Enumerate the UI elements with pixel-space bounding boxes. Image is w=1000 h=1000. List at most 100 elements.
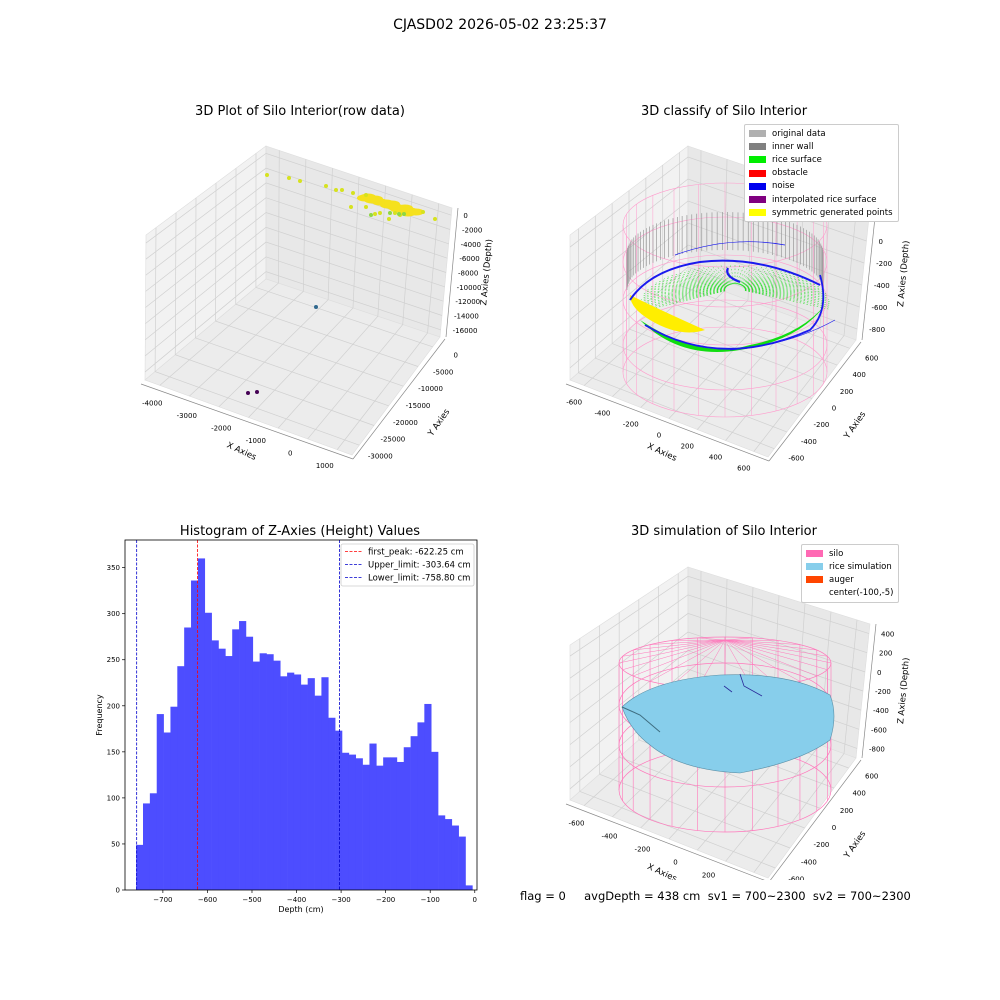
scatter-point — [373, 212, 377, 216]
histogram-title: Histogram of Z-Axies (Height) Values — [179, 524, 421, 539]
classify-3d-plot: -600-400-20002004006006004002000-200-400… — [565, 145, 912, 473]
rice-surface-streak — [744, 289, 830, 304]
y-gridline — [248, 176, 360, 418]
rice-surface-streak — [661, 279, 728, 287]
x-gridline — [578, 228, 775, 449]
silo-roof-rib — [724, 639, 801, 682]
x-tick-label: −400 — [287, 896, 306, 904]
rice-surface-streak — [740, 271, 789, 286]
rice-surface-streak — [744, 290, 830, 308]
y-tick-label: -10000 — [418, 385, 443, 393]
histogram-bar — [362, 764, 370, 890]
y-tick-label: 0 — [453, 351, 457, 359]
legend-swatch — [806, 550, 823, 558]
legend-label: original data — [772, 128, 826, 139]
histogram-chart: −700 −600 −500 −400 −300 −200 −100 0 0 50 100 150 20… — [95, 539, 478, 914]
rice-surface-streak — [744, 287, 824, 291]
x-tick-label: -600 — [566, 399, 582, 407]
rice-surface-streak — [744, 290, 830, 310]
histogram-bar — [232, 629, 240, 890]
y-tick-label: 200 — [840, 807, 853, 815]
z-tick-label: 200 — [879, 650, 892, 658]
y-axis-label: Y Axies — [426, 407, 453, 439]
x-axis-line — [565, 383, 770, 462]
x-gridline — [174, 212, 375, 426]
classify-legend: original data inner wall rice surface obsta… — [744, 124, 899, 223]
histogram-bar — [451, 825, 459, 890]
histogram-bar — [465, 885, 473, 890]
histogram-bar — [225, 656, 233, 890]
histogram-bar — [300, 684, 308, 890]
rice-surface-streak — [741, 275, 800, 286]
x-tick-label: 400 — [709, 454, 722, 462]
silo-roof-rib — [633, 639, 726, 677]
legend-label: noise — [772, 181, 795, 192]
z-tick-label: -400 — [873, 707, 889, 715]
silo-roof-rib — [671, 639, 726, 686]
y-axis-line — [770, 759, 862, 880]
legend-box — [340, 543, 475, 587]
z-gridline — [569, 575, 870, 657]
x-gridline — [255, 153, 433, 348]
y-axis-line — [352, 338, 446, 460]
figure-title: CJASD02 2026-05-02 23:25:37 — [393, 17, 607, 33]
y-gridline — [218, 168, 333, 408]
x-tick-label: −500 — [242, 896, 261, 904]
silo-roof-rib — [633, 639, 726, 651]
histogram-bar — [383, 757, 391, 890]
z-tick-label: 0 — [879, 238, 883, 246]
y-tick-label: 100 — [107, 794, 120, 802]
y-tick-label: 200 — [840, 388, 853, 396]
z-tick-label: 0 — [463, 212, 467, 220]
rice-surface-streak — [664, 278, 728, 287]
rice-surface-streak — [737, 266, 763, 285]
rice-surface-streak — [653, 284, 727, 288]
scatter-point — [349, 205, 353, 209]
rice-surface-streak — [646, 287, 726, 291]
y-tick-label: -600 — [788, 875, 804, 880]
rice-surface-streak — [743, 282, 815, 287]
x-tick-label: −300 — [331, 896, 350, 904]
histogram-bar — [149, 793, 158, 890]
y-tick-label: 250 — [107, 656, 120, 664]
silo-roof-rib — [724, 639, 817, 677]
x-gridline — [594, 215, 787, 433]
x-tick-label: 0 — [473, 896, 477, 904]
scatter-point — [397, 204, 413, 212]
scatter-point — [364, 205, 368, 209]
rice-surface-streak — [743, 284, 817, 288]
x-tick-label: 0 — [288, 449, 292, 457]
histogram-legend: first_peak: -622.25 cm Upper_limit: -303.… — [340, 543, 475, 587]
noise-curve — [644, 274, 825, 350]
histogram-bar — [184, 627, 192, 890]
y-tick-label: -600 — [788, 455, 804, 463]
rice-surface-streak — [711, 266, 733, 285]
histogram-bar — [204, 612, 212, 890]
z-tick-label: -200 — [876, 260, 892, 268]
simulation-3d-plot: -600 -400 -200 0 200 400 600 400 200 0 -200 -400 -60… — [565, 566, 912, 880]
scatter-point — [246, 391, 250, 395]
histogram-bar — [259, 653, 267, 890]
histogram-bar — [438, 815, 446, 890]
z-tick-label: -600 — [872, 304, 888, 312]
histogram-bar — [424, 703, 432, 890]
scatter-point — [287, 176, 291, 180]
x-gridline — [154, 227, 360, 446]
scatter-point — [265, 173, 269, 177]
y-tick-label: 400 — [852, 790, 865, 798]
rice-surface-streak — [640, 290, 726, 310]
legend-swatch — [749, 209, 766, 217]
rice-surface-streak — [737, 266, 759, 285]
legend-label: Lower_limit: -758.80 cm — [368, 574, 470, 584]
symmetric-points-region — [630, 295, 705, 333]
y-gridline — [336, 203, 440, 450]
legend-label: rice simulation — [829, 561, 892, 572]
histogram-bar — [293, 674, 302, 890]
x-tick-label: -3000 — [177, 412, 197, 420]
rice-surface-streak — [640, 289, 726, 302]
histogram-bar — [211, 640, 219, 890]
z-axis-line — [861, 623, 877, 759]
legend-swatch — [749, 169, 766, 177]
x-tick-label: 200 — [681, 443, 694, 451]
rice-surface-streak — [658, 281, 727, 287]
